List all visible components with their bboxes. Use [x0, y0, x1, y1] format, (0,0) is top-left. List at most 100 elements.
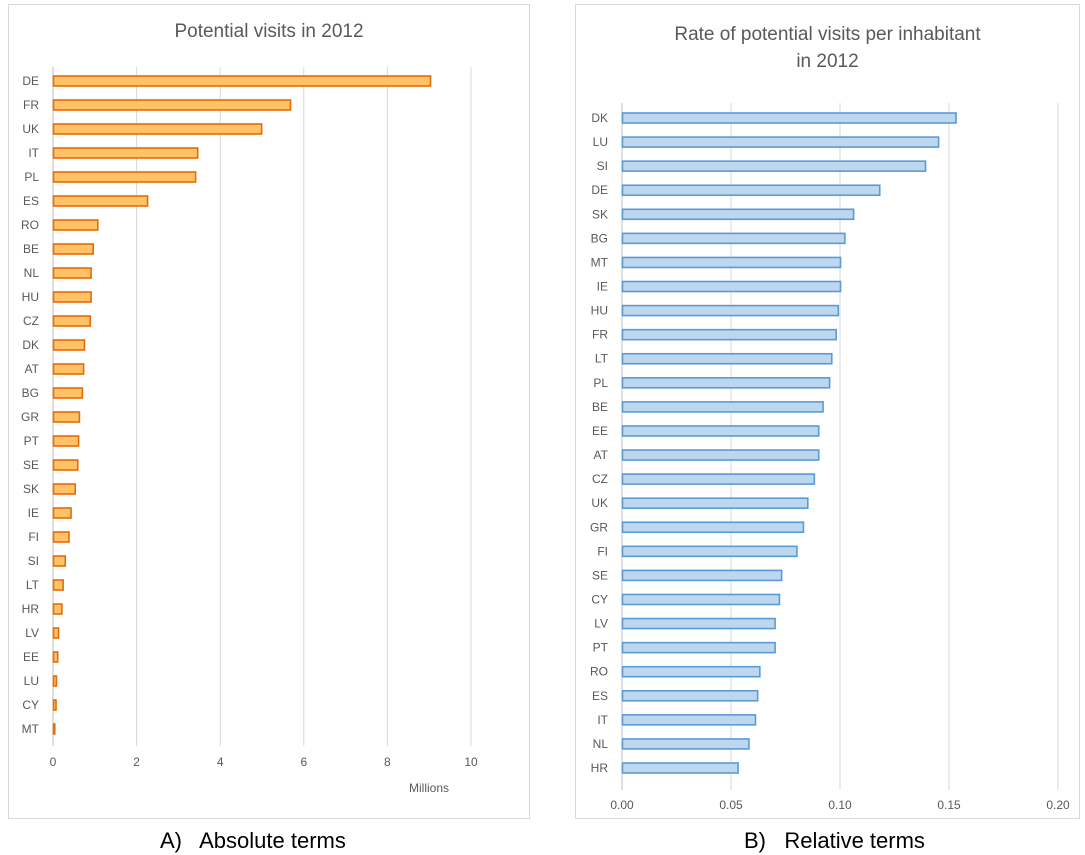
- bar-es: [621, 689, 759, 702]
- category-label: CY: [22, 698, 39, 712]
- bar-sk: [52, 483, 77, 495]
- chart-title-line: Rate of potential visits per inhabitant: [674, 24, 981, 45]
- category-label: ES: [23, 194, 39, 208]
- category-label: MT: [591, 255, 609, 269]
- bar-de: [621, 184, 881, 197]
- bar-lt: [621, 352, 833, 365]
- category-label: BG: [591, 231, 608, 245]
- category-label: PL: [24, 170, 39, 184]
- bar-ro: [52, 219, 99, 231]
- x-tick-label: 0.10: [828, 798, 852, 812]
- x-tick-label: 0: [50, 755, 57, 769]
- bar-cy: [621, 593, 781, 606]
- category-label: RO: [21, 218, 39, 232]
- category-label: FR: [592, 328, 608, 342]
- bar-mt: [621, 256, 842, 269]
- caption-absolute: A) Absolute terms: [160, 828, 346, 853]
- category-label: IE: [597, 280, 608, 294]
- x-tick-label: 10: [464, 755, 478, 769]
- bar-bg: [621, 232, 846, 245]
- bar-pl: [621, 377, 831, 389]
- bar-sk: [621, 208, 855, 221]
- category-label: MT: [22, 722, 40, 736]
- category-label: BE: [592, 400, 608, 414]
- bar-se: [621, 569, 783, 582]
- category-label: EE: [592, 424, 608, 438]
- bar-es: [52, 195, 149, 207]
- x-tick-label: 6: [300, 755, 307, 769]
- chart-title-line: in 2012: [796, 51, 859, 72]
- bar-chart-relative: 0.00 0.05 0.10 0.15 0.20 DK LU SI DE SK BG MT IE HU FR…: [590, 103, 1070, 812]
- caption-relative: B) Relative terms: [744, 828, 925, 853]
- bar-hr: [621, 762, 739, 774]
- chart-title: Rate of potential visits per inhabitant …: [576, 21, 1079, 75]
- category-label: SE: [23, 458, 39, 472]
- bar-it: [52, 147, 199, 159]
- category-label: HR: [591, 761, 609, 775]
- category-label: NL: [24, 266, 40, 280]
- x-tick-label: 8: [384, 755, 391, 769]
- category-label: LV: [25, 626, 39, 640]
- category-label: NL: [593, 737, 609, 751]
- x-tick-label: 0.15: [937, 798, 961, 812]
- category-label: BG: [22, 386, 39, 400]
- bar-bg: [52, 387, 84, 399]
- bar-nl: [52, 267, 92, 279]
- bar-at: [621, 449, 820, 461]
- x-axis-label: Millions: [409, 781, 449, 795]
- bar-si: [52, 555, 67, 567]
- category-label: HU: [591, 304, 608, 318]
- bar-cz: [621, 473, 816, 485]
- category-label: AT: [25, 362, 40, 376]
- bar-ie: [621, 280, 842, 293]
- category-label: DK: [591, 111, 608, 125]
- bar-de: [52, 75, 432, 87]
- bar-dk: [621, 112, 957, 124]
- category-label: GR: [21, 410, 39, 424]
- bar-be: [52, 243, 95, 255]
- category-label: LT: [595, 352, 609, 366]
- bar-fr: [52, 99, 292, 111]
- bar-lu: [621, 136, 940, 148]
- category-label: RO: [590, 665, 608, 679]
- category-label: LT: [26, 578, 40, 592]
- bar-cy: [52, 699, 57, 711]
- category-label: LV: [594, 617, 608, 631]
- category-label: ES: [592, 689, 608, 703]
- category-label: SI: [597, 159, 608, 173]
- category-label: HR: [22, 602, 40, 616]
- bar-ee: [621, 425, 820, 437]
- category-label: PT: [593, 641, 609, 655]
- x-tick-label: 0.20: [1046, 798, 1070, 812]
- bar-ie: [52, 507, 72, 519]
- bar-hr: [52, 603, 63, 615]
- category-label: CZ: [23, 314, 39, 328]
- category-label: BE: [23, 242, 39, 256]
- bar-lt: [52, 579, 64, 591]
- bar-lv: [621, 617, 776, 630]
- category-label: PT: [24, 434, 40, 448]
- category-label: EE: [23, 650, 39, 664]
- category-label: SI: [28, 554, 39, 568]
- category-label: CZ: [592, 472, 608, 486]
- bar-si: [621, 160, 927, 172]
- bar-fi: [621, 545, 798, 558]
- bar-hu: [621, 304, 840, 317]
- bar-uk: [52, 123, 263, 135]
- bar-ee: [52, 651, 59, 663]
- category-label: CY: [591, 592, 608, 606]
- category-label: IT: [28, 146, 39, 160]
- category-label: DE: [591, 183, 608, 197]
- bar-nl: [621, 738, 750, 750]
- bar-it: [621, 714, 757, 726]
- bar-gr: [621, 521, 805, 534]
- bar-pt: [52, 435, 80, 447]
- category-label: SK: [23, 482, 39, 496]
- bar-be: [621, 401, 824, 413]
- chart-panel-absolute: Potential visits in 2012 0 2 4 6 8 10 DE FR UK IT…: [8, 4, 530, 819]
- bar-hu: [52, 291, 92, 303]
- category-label: LU: [593, 135, 608, 149]
- bar-pt: [621, 641, 776, 654]
- bar-cz: [52, 315, 92, 327]
- bar-fr: [621, 328, 837, 341]
